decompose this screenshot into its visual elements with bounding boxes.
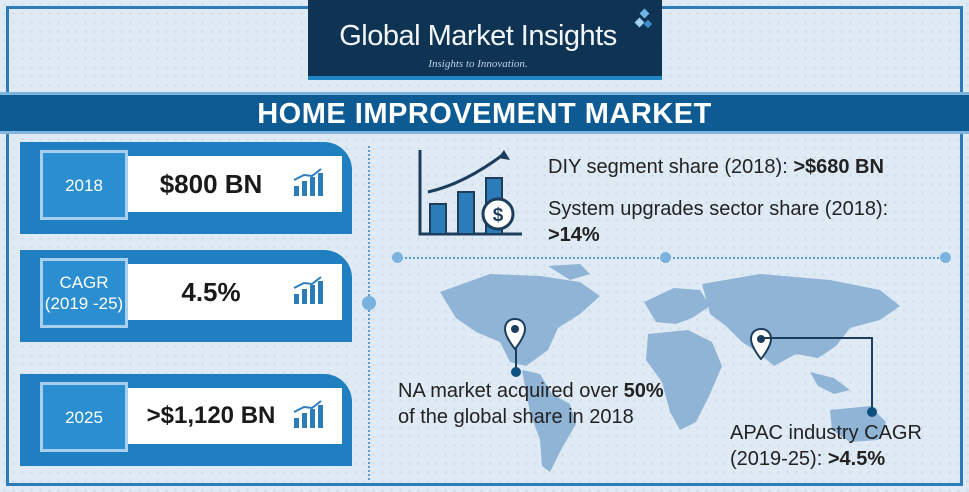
bar-chart-dollar-icon: $ [418,150,522,236]
stat-label: CAGR (2019 -25) [40,258,128,328]
apac-callout-line [764,337,877,417]
location-pin-icon [504,318,526,350]
stat-label: 2025 [40,382,128,452]
divider-node [392,252,403,263]
svg-text:$: $ [493,205,504,226]
fact-text: (2019-25): [730,448,828,470]
brand-name: Global Market Insights [339,20,617,52]
fact-text: of the global share in 2018 [398,406,634,428]
divider-node [940,252,951,263]
fact-text: System upgrades sector share (2018): [548,198,889,220]
page-title: HOME IMPROVEMENT MARKET [257,98,712,130]
stat-card-2025: 2025 >$1,120 BN [20,374,352,466]
stat-label: 2018 [40,150,128,220]
fact-system: System upgrades sector share (2018): >14… [548,196,888,248]
stat-card-cagr: CAGR (2019 -25) 4.5% [20,250,352,342]
vertical-divider [368,146,370,480]
trend-chart-icon [293,276,323,304]
divider-node [660,252,671,263]
stat-value: 4.5% [181,277,241,307]
fact-text: DIY segment share (2018): [548,156,794,178]
trend-chart-icon [293,168,323,196]
na-callout-line [511,348,521,377]
divider-node [362,296,376,310]
fact-value: 50% [623,380,664,402]
logo-banner: Global Market Insights Insights to Innov… [308,0,662,80]
fact-value: >$680 BN [793,156,884,178]
fact-text: APAC industry CAGR [730,422,922,444]
stat-value: $800 BN [159,169,263,199]
title-band: HOME IMPROVEMENT MARKET [0,92,969,134]
fact-value: >4.5% [827,448,886,470]
stat-card-2018: 2018 $800 BN [20,142,352,234]
horizontal-divider [398,257,946,259]
fact-text: NA market acquired over [398,380,624,402]
stat-value: >$1,120 BN [146,402,276,429]
fact-na: NA market acquired over 50% of the globa… [398,378,664,430]
brand-tagline: Insights to Innovation. [428,58,528,70]
fact-diy: DIY segment share (2018): >$680 BN [548,154,884,180]
fact-apac: APAC industry CAGR (2019-25): >4.5% [730,420,922,472]
trend-chart-icon [293,400,323,428]
fact-value: >14% [548,224,600,246]
location-pin-icon [750,328,772,360]
logo-diamond-icon [634,8,653,29]
